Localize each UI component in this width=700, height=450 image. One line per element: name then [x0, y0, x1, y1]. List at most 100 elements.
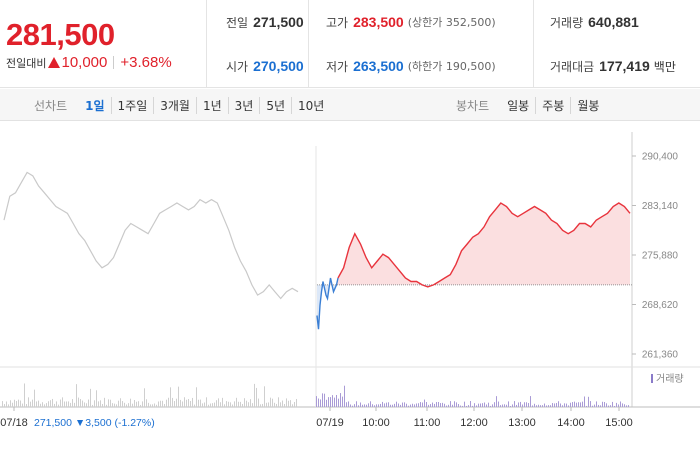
volume-bar — [60, 399, 61, 407]
volume-bar — [590, 401, 591, 407]
volume-value: 640,881 — [588, 14, 639, 30]
prev-close-value: 271,500 — [253, 14, 304, 30]
volume-bar — [386, 402, 387, 407]
volume-bar — [236, 397, 237, 407]
volume-bar — [326, 399, 327, 407]
volume-bar — [90, 388, 91, 407]
quote-info-grid: 전일 271,500 고가 283,500 (상한가 352,500) 거래량 … — [208, 0, 700, 88]
high-cell: 고가 283,500 (상한가 352,500) — [326, 0, 496, 44]
volume-bar — [4, 404, 5, 407]
volume-bar — [362, 404, 363, 407]
volume-bar — [584, 396, 585, 407]
volume-bar — [464, 401, 465, 407]
volume-bar — [510, 405, 511, 407]
area-above-reference — [322, 203, 630, 285]
volume-bar — [460, 405, 461, 407]
volume-bar — [500, 405, 501, 407]
price-change-row: 전일대비 10,000 +3.68% — [6, 54, 172, 71]
volume-bar — [134, 400, 135, 407]
volume-bar — [556, 402, 557, 407]
high-value: 283,500 — [353, 14, 404, 30]
volume-bar — [174, 401, 175, 407]
volume-bar — [592, 405, 593, 407]
prev-close-cell: 전일 271,500 — [226, 0, 304, 44]
x-tick-label: 07/18 — [0, 417, 28, 429]
tab-weekly-candle[interactable]: 주봉 — [535, 96, 570, 114]
tab-1week[interactable]: 1주일 — [110, 96, 154, 114]
volume-bar — [620, 401, 621, 407]
tab-5year[interactable]: 5년 — [259, 96, 291, 114]
volume-bar — [64, 401, 65, 407]
volume-bar — [282, 400, 283, 407]
volume-bar — [292, 404, 293, 407]
line-chart-title: 선차트 — [34, 98, 68, 113]
volume-bar — [380, 403, 381, 407]
volume-bar — [518, 402, 519, 407]
volume-bar — [106, 404, 107, 407]
volume-bar — [320, 399, 321, 407]
volume-bar — [534, 403, 535, 407]
volume-bar — [162, 400, 163, 407]
volume-bar — [610, 405, 611, 407]
volume-bar — [66, 401, 67, 407]
volume-bar — [270, 397, 271, 407]
volume-cell: 거래량 640,881 — [550, 0, 639, 44]
volume-bar — [322, 393, 323, 407]
volume-bar — [448, 404, 449, 407]
today-line-down — [316, 277, 339, 330]
volume-bar — [434, 403, 435, 407]
volume-bar — [204, 402, 205, 407]
volume-bar — [170, 387, 171, 407]
volume-bar — [444, 403, 445, 407]
open-cell: 시가 270,500 — [226, 44, 304, 88]
volume-bar — [616, 402, 617, 407]
volume-bar — [408, 405, 409, 407]
volume-bar — [608, 405, 609, 407]
tab-3month[interactable]: 3개월 — [153, 96, 196, 114]
tab-10year[interactable]: 10년 — [291, 96, 330, 114]
volume-bar — [504, 404, 505, 407]
tab-3year[interactable]: 3년 — [227, 96, 260, 114]
volume-bar — [570, 402, 571, 407]
volume-bar — [462, 405, 463, 407]
y-tick-label: 290,400 — [642, 152, 679, 163]
tab-monthly-candle[interactable]: 월봉 — [570, 96, 605, 114]
volume-bar — [614, 405, 615, 407]
tab-daily-candle[interactable]: 일봉 — [507, 98, 530, 113]
volume-legend-label: 거래량 — [656, 373, 684, 385]
tab-1year[interactable]: 1년 — [195, 96, 228, 114]
volume-bar — [566, 403, 567, 407]
volume-bar — [84, 402, 85, 407]
volume-bar — [184, 397, 185, 407]
volume-bar — [88, 399, 89, 407]
volume-bar — [478, 403, 479, 407]
volume-bar — [56, 401, 57, 407]
volume-bar — [516, 404, 517, 407]
volume-bar — [432, 402, 433, 407]
volume-bar — [544, 403, 545, 407]
volume-bar — [74, 402, 75, 407]
volume-bar — [10, 400, 11, 407]
volume-bar — [144, 388, 145, 407]
volume-bar — [158, 401, 159, 407]
volume-bar — [242, 403, 243, 407]
volume-bar — [156, 404, 157, 407]
tab-1day[interactable]: 1일 — [85, 98, 105, 113]
volume-bar — [70, 402, 71, 407]
volume-bar — [338, 398, 339, 407]
volume-bar — [576, 402, 577, 407]
volume-bar — [278, 397, 279, 407]
volume-bar — [356, 401, 357, 407]
volume-bar — [124, 402, 125, 407]
volume-bar — [226, 401, 227, 407]
volume-bar — [34, 389, 35, 407]
volume-bar — [410, 404, 411, 407]
low-value: 263,500 — [353, 58, 404, 74]
volume-bar — [178, 386, 179, 407]
volume-bar — [508, 401, 509, 407]
volume-bar — [260, 404, 261, 407]
volume-bar — [498, 401, 499, 407]
volume-bar — [436, 402, 437, 407]
volume-bar — [210, 403, 211, 407]
volume-bar — [216, 400, 217, 407]
